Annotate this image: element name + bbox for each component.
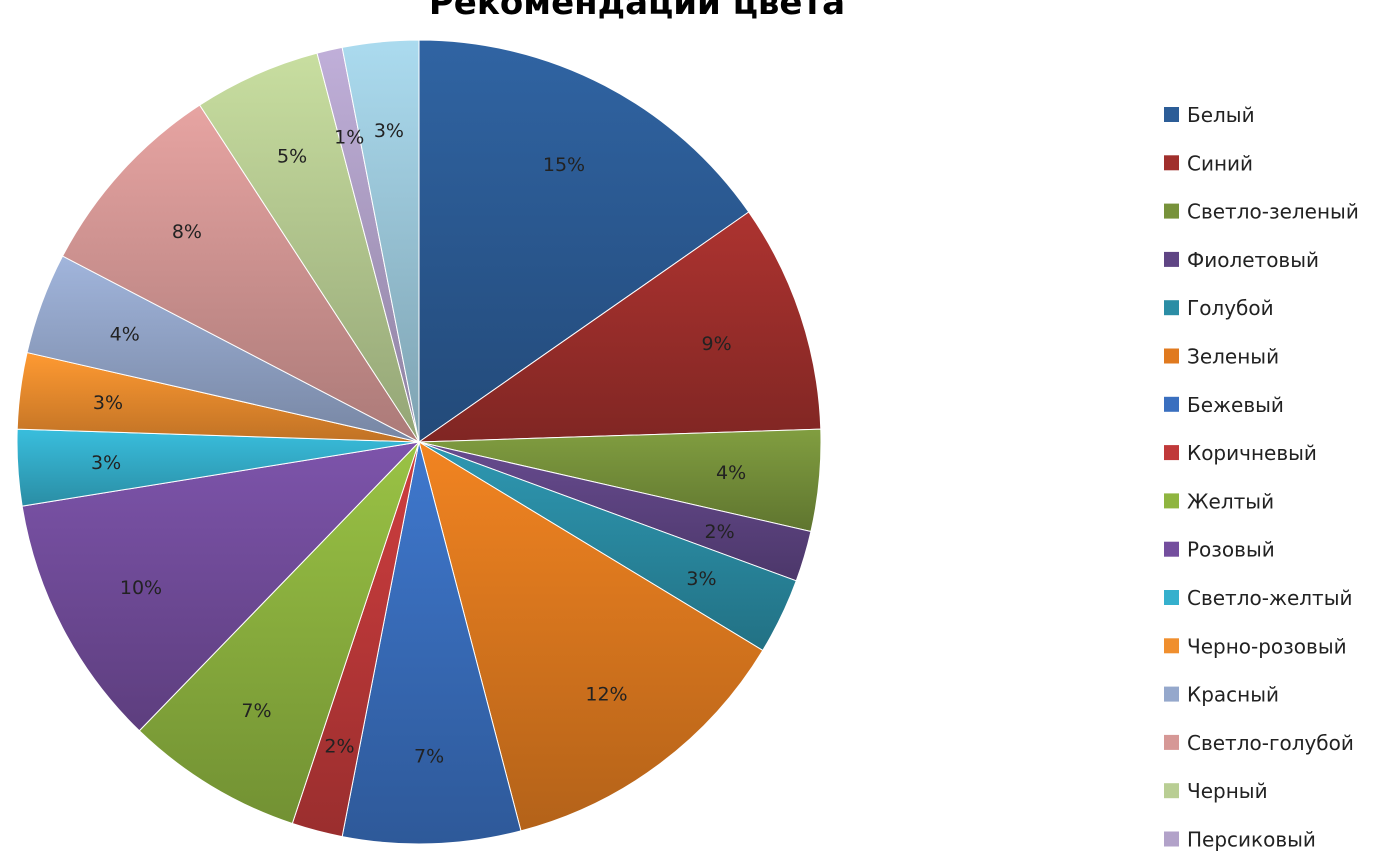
pie-slice-slice-17 bbox=[341, 39, 420, 443]
legend-swatch-черный bbox=[1164, 783, 1179, 799]
data-label-зеленый: 12% bbox=[585, 683, 627, 705]
pie-slice-желтый bbox=[138, 441, 420, 825]
data-label-светло-зеленый: 4% bbox=[716, 462, 746, 484]
pie-data-labels: 15% 9% 4% 2% 3% 12% 7% 2% 7% 10% 3% 3% 4% 8% 5% 1% 3% bbox=[91, 120, 746, 768]
data-label-розовый: 10% bbox=[120, 577, 162, 599]
legend-swatch-розовый bbox=[1164, 541, 1179, 557]
data-label-черно-розовый: 3% bbox=[93, 392, 123, 414]
legend-label-белый: Белый bbox=[1187, 103, 1255, 127]
pie-slice-розовый bbox=[21, 441, 421, 732]
legend-swatch-коричневый bbox=[1164, 445, 1179, 461]
data-label-бежевый: 7% bbox=[414, 745, 444, 767]
data-label-slice-17: 3% bbox=[374, 120, 404, 142]
data-label-голубой: 3% bbox=[686, 568, 716, 590]
legend-label-коричневый: Коричневый bbox=[1187, 441, 1317, 465]
data-label-светло-голубой: 8% bbox=[172, 221, 202, 243]
legend-label-светло-желтый: Светло-желтый bbox=[1187, 586, 1353, 610]
legend-swatch-красный bbox=[1164, 686, 1179, 702]
legend-swatch-фиолетовый bbox=[1164, 251, 1179, 267]
pie-slice-синий bbox=[417, 211, 822, 443]
legend-swatch-желтый bbox=[1164, 493, 1179, 509]
legend-label-розовый: Розовый bbox=[1187, 538, 1275, 562]
legend-swatch-бежевый bbox=[1164, 396, 1179, 412]
legend-label-зеленый: Зеленый bbox=[1187, 345, 1279, 369]
legend-swatch-светло-желтый bbox=[1164, 590, 1179, 605]
legend-swatch-персиковый bbox=[1164, 831, 1179, 847]
pie-slice-зеленый bbox=[418, 440, 764, 832]
legend-label-светло-голубой: Светло-голубой bbox=[1187, 731, 1354, 755]
legend-label-светло-зеленый: Светло-зеленый bbox=[1187, 200, 1359, 224]
data-label-желтый: 7% bbox=[241, 700, 271, 722]
legend-swatch-светло-зеленый bbox=[1164, 203, 1179, 219]
legend-swatch-черно-розовый bbox=[1164, 638, 1179, 654]
legend-swatch-зеленый bbox=[1164, 348, 1179, 364]
legend-swatch-синий bbox=[1164, 155, 1179, 171]
legend-label-черно-розовый: Черно-розовый bbox=[1187, 634, 1347, 658]
legend-label-синий: Синий bbox=[1187, 151, 1253, 175]
legend-label-бежевый: Бежевый bbox=[1187, 393, 1284, 417]
legend-swatch-голубой bbox=[1164, 300, 1179, 316]
legend-label-черный: Черный bbox=[1187, 779, 1268, 803]
chart-title: Рекомендации цвета bbox=[429, 0, 845, 23]
legend-label-красный: Красный bbox=[1187, 683, 1279, 707]
legend-label-персиковый: Персиковый bbox=[1187, 828, 1316, 851]
legend-label-фиолетовый: Фиолетовый bbox=[1187, 248, 1319, 272]
legend: Белый Синий Светло-зеленый Фиолетовый Голубо… bbox=[1164, 103, 1359, 851]
legend-label-желтый: Желтый bbox=[1187, 489, 1274, 513]
data-label-персиковый: 1% bbox=[334, 126, 364, 148]
data-label-черный: 5% bbox=[277, 145, 307, 167]
pie-slice-бежевый bbox=[341, 441, 522, 845]
legend-swatch-светло-голубой bbox=[1164, 734, 1179, 750]
pie-slices bbox=[16, 39, 822, 845]
data-label-синий: 9% bbox=[702, 333, 732, 355]
legend-label-голубой: Голубой bbox=[1187, 296, 1274, 320]
data-label-белый: 15% bbox=[543, 154, 585, 176]
legend-swatch-белый bbox=[1164, 107, 1179, 122]
pie-slice-светло-голубой bbox=[61, 104, 421, 444]
data-label-коричневый: 2% bbox=[324, 735, 354, 757]
data-label-фиолетовый: 2% bbox=[705, 521, 735, 543]
pie-slice-белый bbox=[418, 39, 750, 443]
data-label-светло-желтый: 3% bbox=[91, 452, 121, 474]
data-label-красный: 4% bbox=[110, 324, 140, 346]
